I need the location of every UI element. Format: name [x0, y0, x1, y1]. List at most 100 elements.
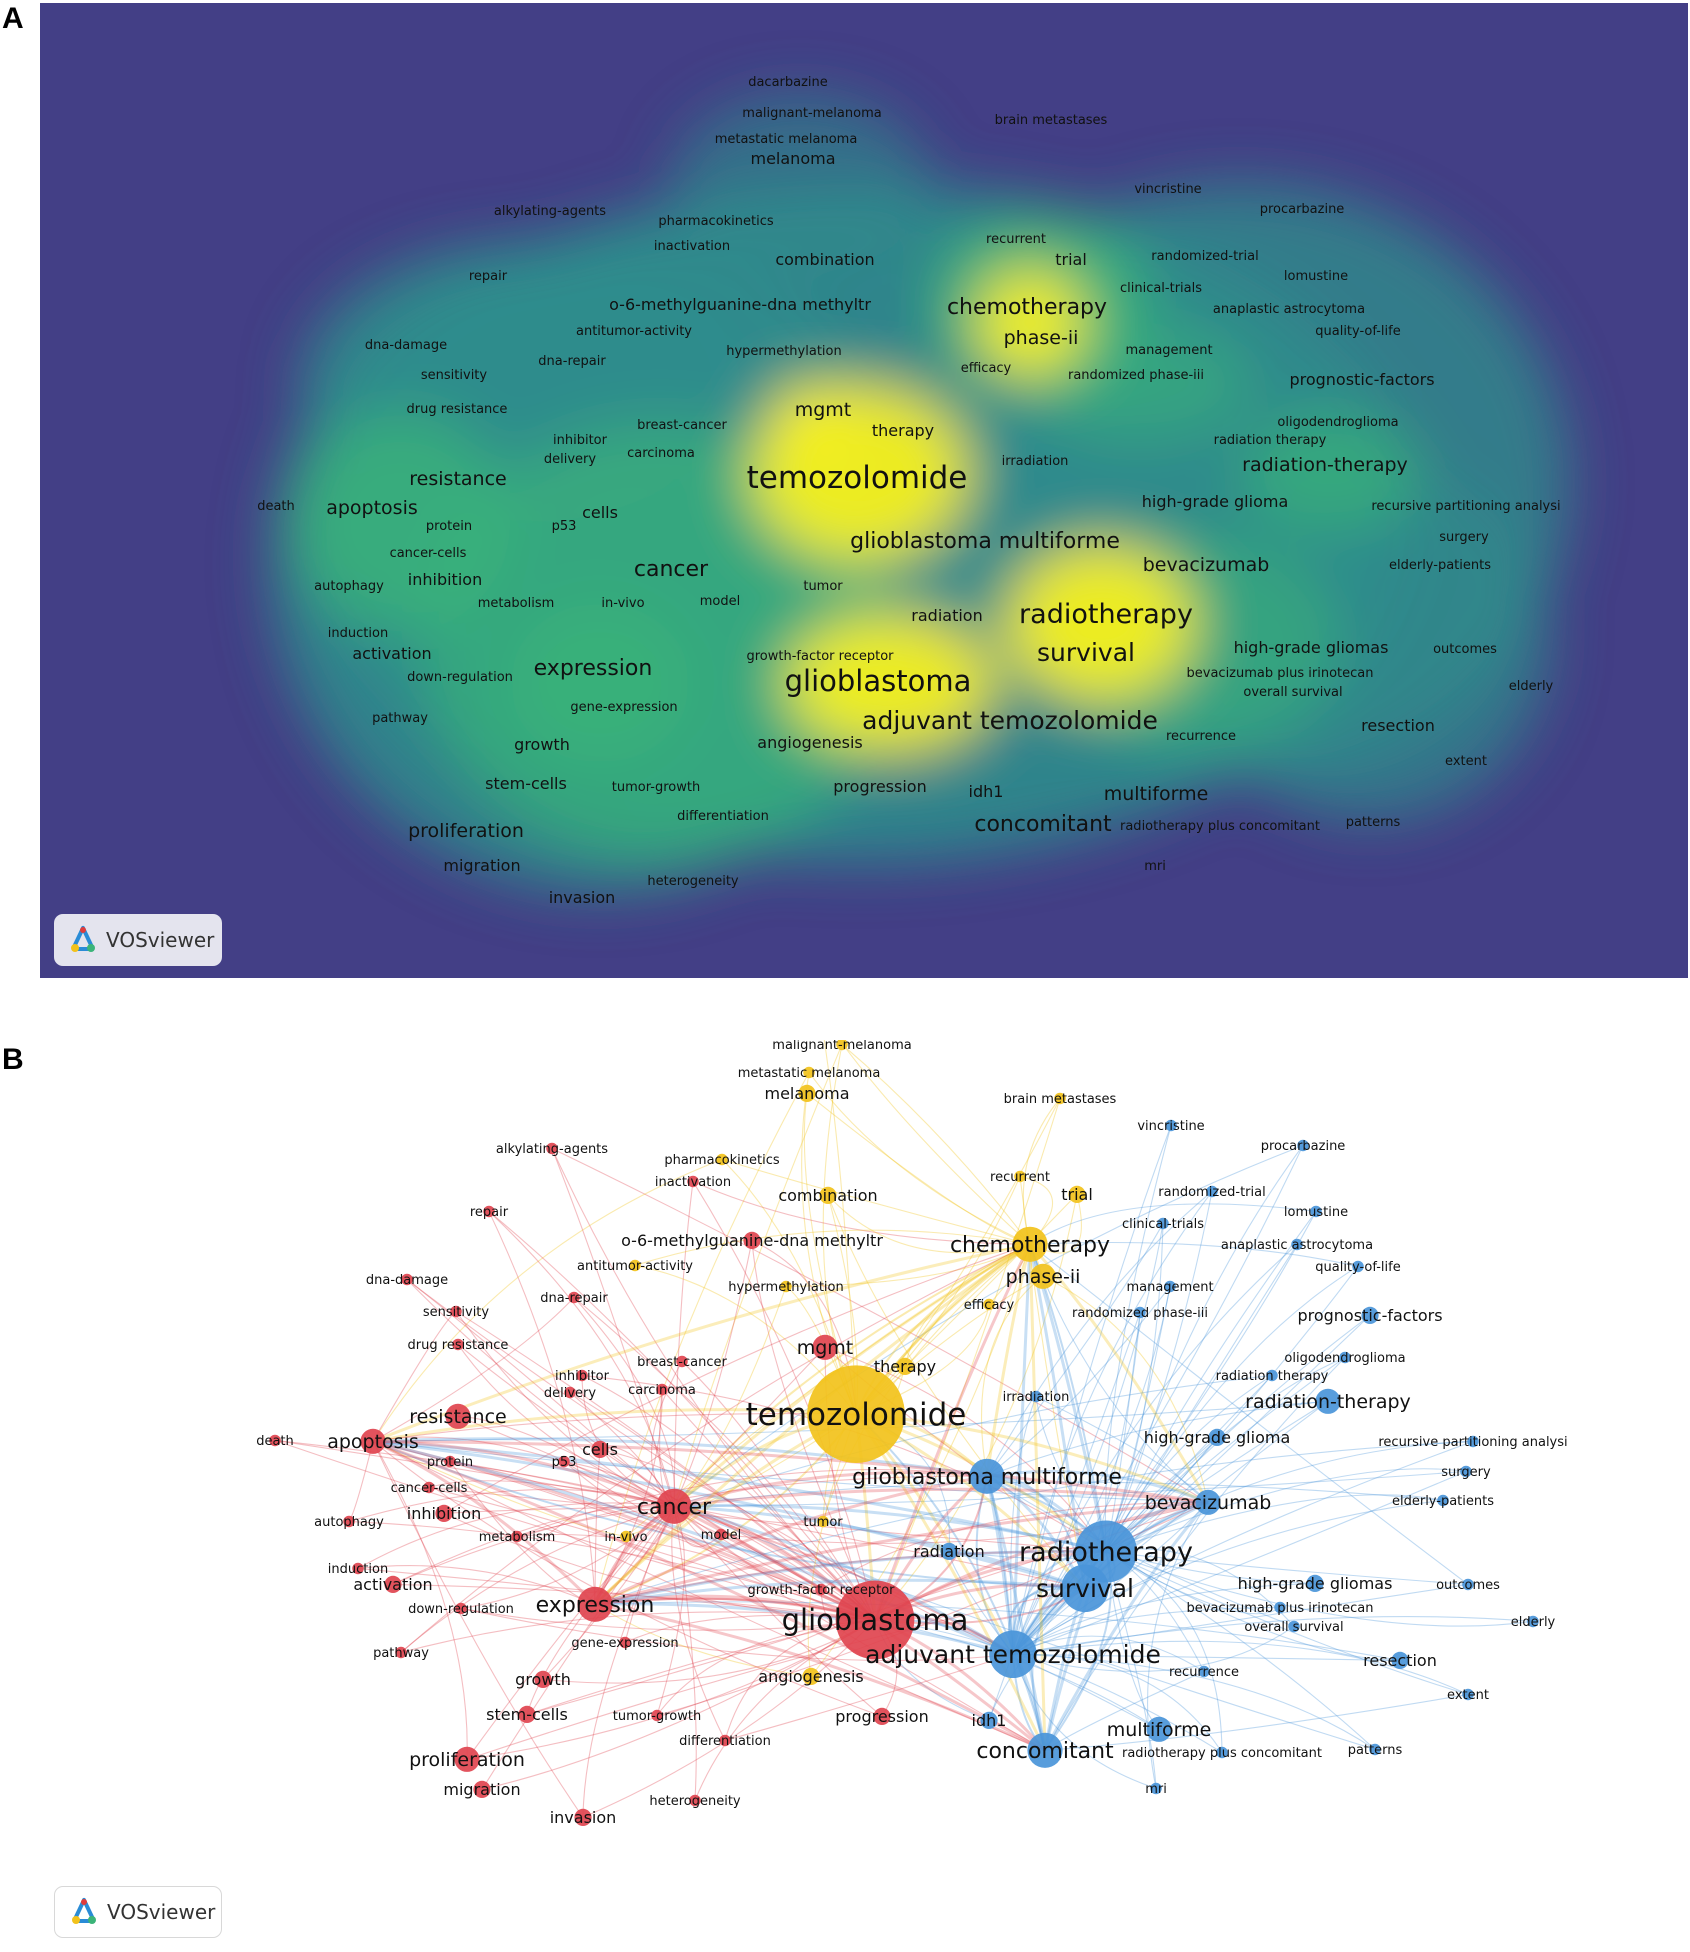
node-autophagy[interactable]: [343, 1515, 355, 1528]
node-radiation-therapy[interactable]: [1315, 1388, 1341, 1414]
node-temozolomide[interactable]: [807, 1365, 905, 1463]
node-invasion[interactable]: [574, 1808, 592, 1826]
node-therapy[interactable]: [896, 1357, 914, 1375]
node-heterogeneity[interactable]: [689, 1794, 701, 1807]
node-procarbazine[interactable]: [1297, 1139, 1309, 1152]
node-bevacizumab[interactable]: [1195, 1489, 1221, 1515]
node-glioblastoma-multiforme[interactable]: [969, 1458, 1005, 1494]
node-idh1[interactable]: [980, 1711, 998, 1729]
node-model[interactable]: [715, 1528, 727, 1541]
node-differentiation[interactable]: [719, 1734, 731, 1747]
node-induction[interactable]: [352, 1562, 364, 1575]
node-malignant-melanoma[interactable]: [836, 1040, 848, 1051]
node-radiotherapy-plus-concomitant[interactable]: [1216, 1746, 1228, 1759]
node-apoptosis[interactable]: [360, 1428, 386, 1454]
node-clinical-trials[interactable]: [1157, 1217, 1169, 1230]
node-alkylating-agents[interactable]: [546, 1142, 558, 1155]
node-activation[interactable]: [384, 1575, 402, 1593]
node-repair[interactable]: [483, 1205, 495, 1218]
node-tumor-growth[interactable]: [651, 1709, 663, 1722]
node-dna-repair[interactable]: [568, 1291, 580, 1304]
node-gene-expression[interactable]: [619, 1636, 631, 1649]
node-efficacy[interactable]: [983, 1298, 995, 1311]
node-high-grade-glioma[interactable]: [1208, 1428, 1226, 1446]
node-high-grade-gliomas[interactable]: [1306, 1574, 1324, 1592]
node-drug-resistance[interactable]: [452, 1338, 464, 1351]
node-melanoma[interactable]: [798, 1084, 816, 1102]
node-antitumor-activity[interactable]: [629, 1259, 641, 1272]
node-anaplastic-astrocytoma[interactable]: [1291, 1238, 1303, 1251]
node-inactivation[interactable]: [687, 1175, 699, 1188]
node-overall-survival[interactable]: [1288, 1620, 1300, 1633]
node-cells[interactable]: [591, 1440, 609, 1458]
node-p53[interactable]: [558, 1455, 570, 1468]
node-metastatic-melanoma[interactable]: [803, 1066, 815, 1079]
node-randomized-trial[interactable]: [1206, 1185, 1218, 1198]
node-adjuvant-temozolomide[interactable]: [989, 1630, 1037, 1679]
node-radiation[interactable]: [940, 1542, 958, 1560]
node-survival[interactable]: [1061, 1564, 1109, 1613]
node-brain-metastases[interactable]: [1054, 1092, 1066, 1105]
node-angiogenesis[interactable]: [802, 1667, 820, 1685]
node-randomized-phase-iii[interactable]: [1134, 1306, 1146, 1319]
node-vincristine[interactable]: [1165, 1119, 1177, 1132]
node-oligodendroglioma[interactable]: [1339, 1351, 1351, 1364]
node-patterns[interactable]: [1369, 1743, 1381, 1756]
node-mgmt[interactable]: [812, 1334, 838, 1360]
node-proliferation[interactable]: [454, 1746, 480, 1772]
node-breast-cancer[interactable]: [676, 1355, 688, 1368]
node-recurrent[interactable]: [1014, 1170, 1026, 1183]
keyword-label-in-vivo: in-vivo: [604, 1530, 647, 1545]
node-death[interactable]: [269, 1434, 281, 1447]
node-expression[interactable]: [577, 1586, 613, 1622]
node-elderly-patients[interactable]: [1437, 1494, 1449, 1507]
node-delivery[interactable]: [564, 1386, 576, 1399]
node-migration[interactable]: [473, 1780, 491, 1798]
node-surgery[interactable]: [1460, 1465, 1472, 1478]
node-inhibition[interactable]: [435, 1504, 453, 1522]
node-outcomes[interactable]: [1462, 1578, 1474, 1591]
node-pathway[interactable]: [395, 1646, 407, 1659]
node-dna-damage[interactable]: [401, 1273, 413, 1286]
node-chemotherapy[interactable]: [1012, 1226, 1048, 1262]
node-glioblastoma[interactable]: [835, 1580, 915, 1660]
node-irradiation[interactable]: [1030, 1390, 1042, 1403]
node-o-6-methylguanine-dna-methyltr[interactable]: [743, 1231, 761, 1249]
node-elderly[interactable]: [1527, 1615, 1539, 1628]
node-quality-of-life[interactable]: [1352, 1260, 1364, 1273]
node-carcinoma[interactable]: [656, 1383, 668, 1396]
node-recurrence[interactable]: [1198, 1665, 1210, 1678]
node-recursive-partitioning-analysi[interactable]: [1467, 1435, 1479, 1448]
node-growth-factor-receptor[interactable]: [815, 1583, 827, 1596]
node-resistance[interactable]: [445, 1403, 471, 1429]
node-cancer-cells[interactable]: [423, 1481, 435, 1494]
node-lomustine[interactable]: [1310, 1205, 1322, 1218]
node-hypermethylation[interactable]: [780, 1280, 792, 1293]
node-multiforme[interactable]: [1146, 1716, 1172, 1742]
node-bevacizumab-plus-irinotecan[interactable]: [1274, 1601, 1286, 1614]
node-radiation-therapy[interactable]: [1266, 1369, 1278, 1382]
node-protein[interactable]: [444, 1455, 456, 1468]
node-phase-ii[interactable]: [1030, 1263, 1056, 1289]
node-tumor[interactable]: [817, 1515, 829, 1528]
node-management[interactable]: [1164, 1280, 1176, 1293]
node-trial[interactable]: [1068, 1185, 1086, 1203]
node-pharmacokinetics[interactable]: [716, 1153, 728, 1166]
node-sensitivity[interactable]: [450, 1305, 462, 1318]
node-progression[interactable]: [873, 1707, 891, 1725]
node-cancer[interactable]: [656, 1488, 692, 1524]
node-metabolism[interactable]: [511, 1530, 523, 1543]
node-stem-cells[interactable]: [518, 1705, 536, 1723]
node-down-regulation[interactable]: [455, 1602, 467, 1615]
node-prognostic-factors[interactable]: [1361, 1306, 1379, 1324]
keyword-label-multiforme: multiforme: [1104, 783, 1209, 805]
node-mri[interactable]: [1150, 1782, 1162, 1795]
node-in-vivo[interactable]: [620, 1530, 632, 1543]
network-edge: [1104, 1125, 1172, 1552]
node-inhibitor[interactable]: [576, 1369, 588, 1382]
node-concomitant[interactable]: [1027, 1732, 1063, 1768]
node-growth[interactable]: [534, 1670, 552, 1688]
node-extent[interactable]: [1462, 1688, 1474, 1701]
node-resection[interactable]: [1391, 1651, 1409, 1669]
node-combination[interactable]: [819, 1186, 837, 1204]
